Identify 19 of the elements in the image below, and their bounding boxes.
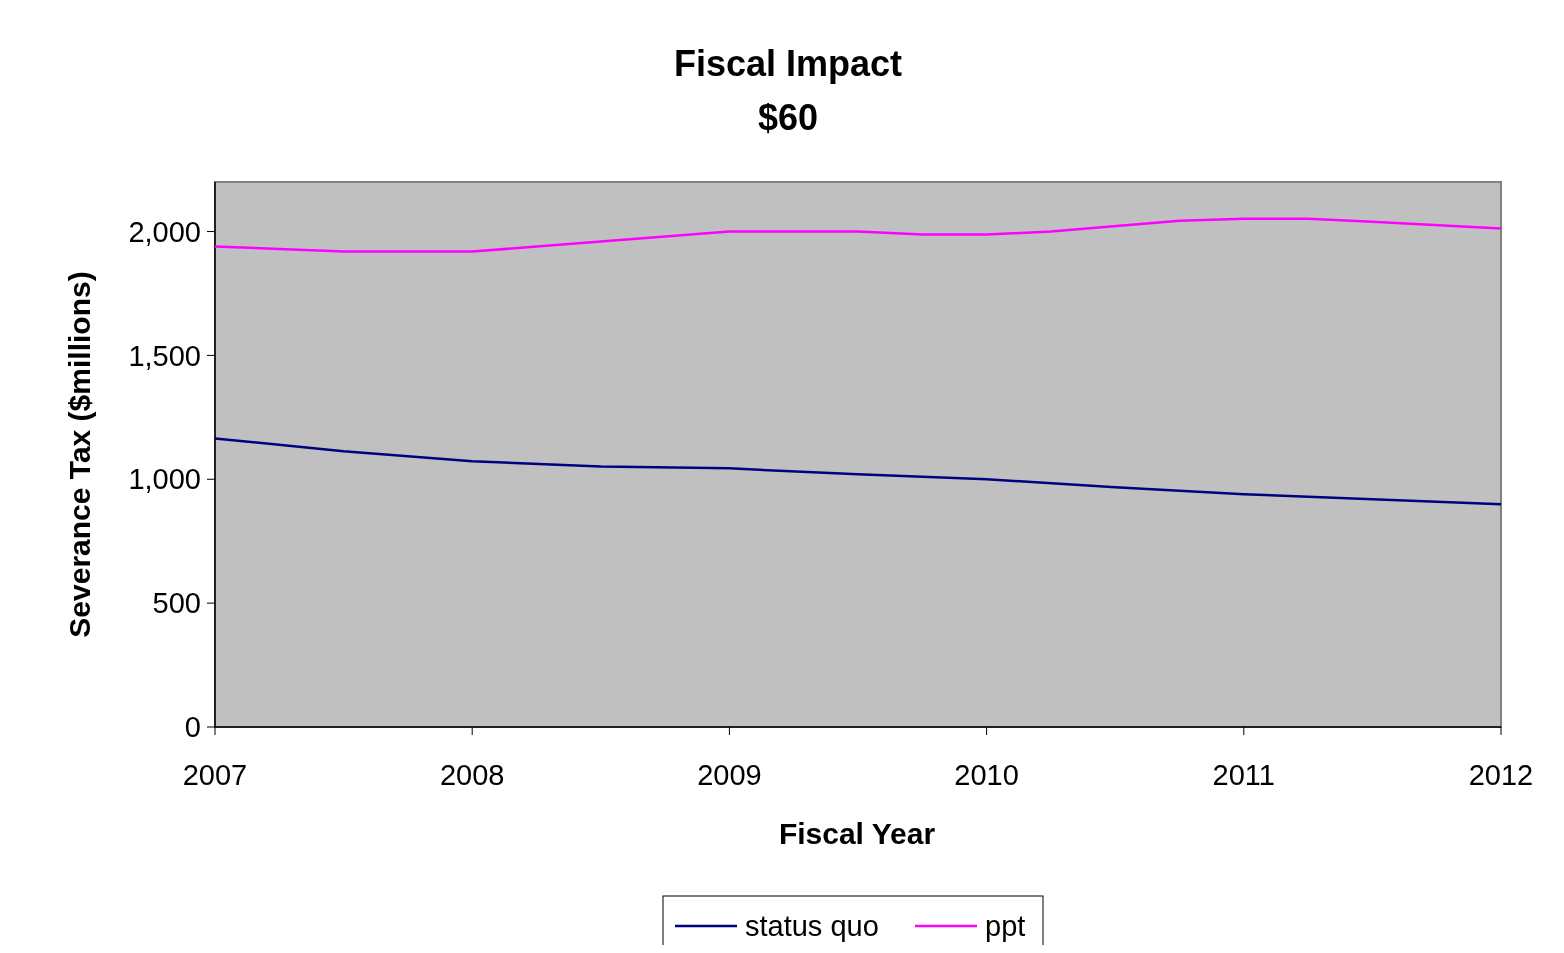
y-tick-label: 1,000 bbox=[128, 463, 201, 496]
line-series bbox=[213, 217, 1503, 253]
line-series bbox=[213, 437, 1503, 506]
x-tick-label: 2008 bbox=[439, 759, 505, 791]
x-axis-title: Fiscal Year bbox=[778, 817, 936, 850]
x-tick-label: 2007 bbox=[182, 759, 248, 791]
chart-subtitle: $60 bbox=[757, 97, 819, 138]
x-tick-label: 2012 bbox=[1468, 759, 1534, 791]
x-tick-label: 2009 bbox=[697, 759, 762, 791]
chart-title: Fiscal Impact bbox=[673, 43, 903, 84]
x-tick-label: 2010 bbox=[954, 759, 1019, 791]
x-tick-label: 2011 bbox=[1212, 759, 1275, 791]
y-axis-title: Severance Tax ($millions) bbox=[63, 271, 96, 638]
y-tick-label: 500 bbox=[152, 587, 201, 620]
y-tick-label: 1,500 bbox=[128, 339, 201, 372]
legend-label: status quo bbox=[745, 910, 879, 943]
legend-label: ppt bbox=[985, 910, 1026, 943]
y-tick-label: 2,000 bbox=[128, 215, 201, 248]
y-tick-label: 0 bbox=[184, 711, 201, 744]
